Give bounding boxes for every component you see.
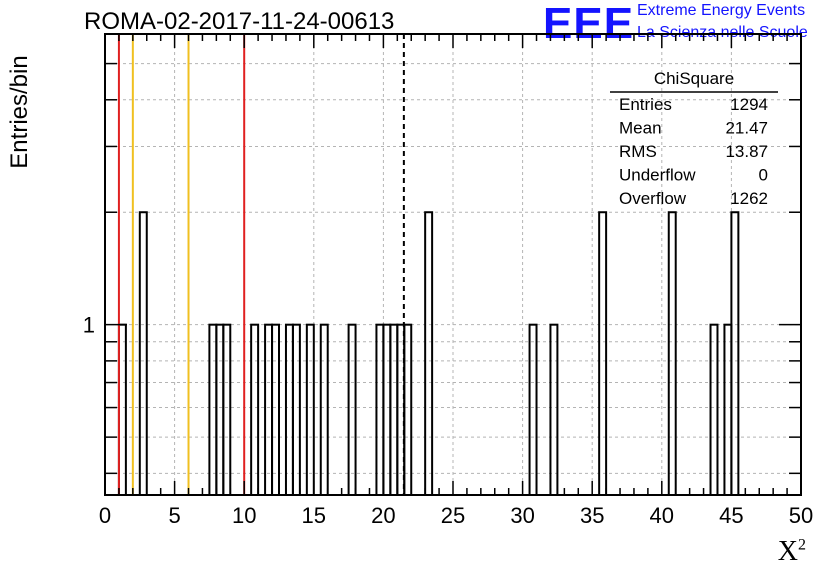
histogram-bin	[723, 323, 733, 497]
x-tick-label: 0	[99, 503, 111, 528]
histogram-bin	[208, 323, 218, 497]
x-tick-label: 20	[371, 503, 395, 528]
histogram-bin	[305, 323, 315, 497]
histogram-bin	[250, 323, 260, 497]
logo-line2: La Scienza nelle Scuole	[637, 24, 808, 41]
chart-title: ROMA-02-2017-11-24-00613	[84, 8, 395, 35]
histogram-bin	[382, 323, 392, 497]
histogram-bin	[667, 211, 677, 497]
histogram-bin	[222, 323, 232, 497]
histogram-bin	[117, 323, 127, 497]
histogram-bin	[598, 211, 608, 497]
histogram-bin	[271, 323, 281, 497]
stats-row-label: Overflow	[619, 189, 687, 208]
stats-row-value: 1294	[730, 95, 768, 114]
stats-row-label: Underflow	[619, 166, 696, 185]
histogram-bin	[264, 323, 274, 497]
histogram-bin	[528, 323, 538, 497]
histogram-bin	[138, 211, 148, 497]
x-tick-label: 50	[789, 503, 813, 528]
stats-row-value: 0	[759, 166, 768, 185]
histogram-bin	[375, 323, 385, 497]
logo-line1: Extreme Energy Events	[637, 2, 806, 19]
histogram-bin	[403, 323, 413, 497]
x-tick-label: 45	[719, 503, 743, 528]
histogram-bin	[709, 323, 719, 497]
y-tick-label: 1	[83, 313, 95, 338]
histogram-bin	[319, 323, 329, 497]
histogram-bin	[215, 323, 225, 497]
histogram-bin	[549, 323, 559, 497]
histogram-bin	[389, 323, 399, 497]
stats-row-label: Entries	[619, 95, 672, 114]
histogram-bin	[730, 211, 740, 497]
stats-title: ChiSquare	[654, 69, 734, 88]
histogram-bin	[291, 323, 301, 497]
x-tick-label: 10	[232, 503, 256, 528]
x-tick-label: 5	[168, 503, 180, 528]
histogram-bin	[347, 323, 357, 497]
x-tick-label: 35	[580, 503, 604, 528]
stats-row-value: 21.47	[725, 119, 768, 138]
x-tick-label: 40	[650, 503, 674, 528]
histogram-bin	[284, 323, 294, 497]
stats-row-label: Mean	[619, 119, 662, 138]
histogram-bin	[424, 211, 434, 497]
stats-row-label: RMS	[619, 142, 657, 161]
x-tick-label: 30	[510, 503, 534, 528]
x-tick-label: 15	[302, 503, 326, 528]
x-tick-label: 25	[441, 503, 465, 528]
stats-row-value: 13.87	[725, 142, 768, 161]
eee-logo-mark: EEE	[543, 0, 635, 48]
x-axis-label: X2	[777, 536, 806, 567]
stats-row-value: 1262	[730, 189, 768, 208]
